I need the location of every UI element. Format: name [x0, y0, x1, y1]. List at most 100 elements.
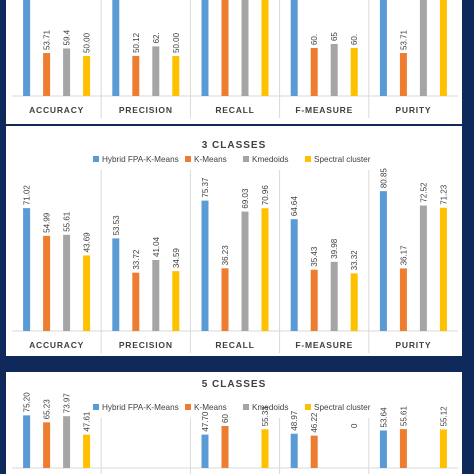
legend-label-kmedoids: Kmedoids [252, 155, 288, 164]
bar-recall-s1 [221, 426, 229, 468]
bar-f-measure-s1 [310, 48, 318, 96]
bar-purity-s0 [379, 430, 387, 468]
bar-purity-s3 [439, 207, 447, 331]
bar-accuracy-s2 [63, 416, 71, 468]
data-label: 55.33 [261, 406, 270, 427]
legend-swatch-kmedoids [243, 156, 249, 162]
data-label: 72.52 [419, 182, 428, 203]
data-label: 53.71 [399, 29, 408, 50]
legend-swatch-kmedoids [243, 404, 249, 410]
bar-purity-s2 [419, 205, 427, 331]
data-label: 59.4 [63, 29, 72, 45]
data-label: 47.70 [201, 411, 210, 432]
data-label: 36.17 [399, 245, 408, 266]
data-label: 60. [350, 34, 359, 45]
bar-precision-s2 [152, 46, 160, 96]
bar-accuracy-s2 [63, 234, 71, 331]
data-label: 80.85 [379, 168, 388, 189]
data-label: 53.64 [379, 407, 388, 428]
bar-accuracy-s0 [23, 0, 31, 96]
bar-accuracy-s1 [43, 235, 51, 331]
data-label: 62. [152, 32, 161, 43]
data-label: 33.72 [132, 249, 141, 270]
legend-label-hybrid-fpa-k-means: Hybrid FPA-K-Means [102, 403, 179, 412]
bar-f-measure-s2 [330, 261, 338, 331]
bar-f-measure-s0 [290, 219, 298, 331]
bar-recall-s0 [201, 200, 209, 331]
bar-recall-s1 [221, 0, 229, 96]
legend-label-hybrid-fpa-k-means: Hybrid FPA-K-Means [102, 155, 179, 164]
bar-recall-s2 [241, 0, 249, 96]
bar-accuracy-s1 [43, 422, 51, 468]
category-label-accuracy: ACCURACY [29, 340, 84, 350]
data-label: 47.61 [83, 411, 92, 432]
bar-recall-s2 [241, 211, 249, 331]
data-label: 55.12 [439, 406, 448, 427]
legend-label-spectral-cluster: Spectral cluster [314, 155, 371, 164]
data-label: 48.97 [290, 410, 299, 431]
data-label: 50.00 [83, 32, 92, 53]
bar-accuracy-s0 [23, 208, 31, 331]
data-label: 75.20 [23, 392, 32, 413]
bar-recall-s1 [221, 268, 229, 331]
chart-title: 5 CLASSES [202, 379, 267, 390]
data-label: 53.53 [112, 215, 121, 236]
chart-top: 53.71 59.4 50.00 ACCURACY 50.12 62. 50.00 PRECI… [12, 0, 458, 118]
bar-purity-s2 [419, 0, 427, 96]
bar-f-measure-s0 [290, 0, 298, 96]
data-label: 60. [310, 34, 319, 45]
data-label: 60 [221, 414, 230, 423]
category-label-purity: PURITY [395, 105, 431, 115]
data-label: 34.59 [172, 248, 181, 269]
bar-accuracy-s3 [83, 56, 91, 96]
bar-precision-s3 [172, 271, 180, 331]
bar-purity-s1 [399, 429, 407, 468]
category-label-f-measure: F-MEASURE [295, 340, 353, 350]
data-label: 54.99 [43, 212, 52, 233]
category-label-purity: PURITY [395, 340, 431, 350]
data-label: 39.98 [330, 238, 339, 259]
legend-swatch-spectral-cluster [305, 156, 311, 162]
data-label: 50.00 [172, 32, 181, 53]
data-label: 64.64 [290, 196, 299, 217]
bar-recall-s0 [201, 434, 209, 468]
data-label: 55.61 [63, 211, 72, 232]
bar-accuracy-s2 [63, 48, 71, 96]
bar-f-measure-s2 [330, 44, 338, 96]
bar-precision-s1 [132, 272, 140, 331]
bar-precision-s1 [132, 55, 140, 96]
data-label: 71.02 [23, 185, 32, 206]
bar-accuracy-s1 [43, 53, 51, 96]
chart-panel-5-classes: 5 CLASSES Hybrid FPA-K-Means K-Means Kmedoi… [6, 372, 462, 474]
category-label-recall: RECALL [215, 340, 254, 350]
bar-f-measure-s0 [290, 433, 298, 468]
bar-purity-s3 [439, 0, 447, 96]
bar-purity-s1 [399, 53, 407, 96]
bar-precision-s0 [112, 238, 120, 331]
bar-recall-s3 [261, 429, 269, 468]
legend-swatch-k-means [185, 156, 191, 162]
bar-purity-s3 [439, 429, 447, 468]
category-label-precision: PRECISION [119, 340, 173, 350]
bar-f-measure-s1 [310, 269, 318, 331]
legend-label-k-means: K-Means [194, 403, 227, 412]
bar-precision-s3 [172, 56, 180, 96]
data-label: 36.23 [221, 245, 230, 266]
bar-f-measure-s3 [350, 273, 358, 331]
data-label: 41.04 [152, 236, 161, 257]
data-label: 53.71 [43, 29, 52, 50]
category-label-precision: PRECISION [119, 105, 173, 115]
data-label: 75.37 [201, 177, 210, 198]
chart-3-classes: 3 CLASSES Hybrid FPA-K-Means K-Means Kmedoi… [12, 140, 458, 353]
bar-purity-s0 [379, 0, 387, 96]
bar-recall-s3 [261, 208, 269, 331]
data-label: 55.61 [399, 406, 408, 427]
data-label: 73.97 [63, 393, 72, 414]
bar-recall-s3 [261, 0, 269, 96]
data-label: 46.22 [310, 412, 319, 433]
legend-swatch-hybrid-fpa-k-means [93, 156, 99, 162]
legend-label-kmedoids: Kmedoids [252, 403, 288, 412]
bar-purity-s1 [399, 268, 407, 331]
data-label: 69.03 [241, 188, 250, 209]
data-label: 71.23 [439, 184, 448, 205]
